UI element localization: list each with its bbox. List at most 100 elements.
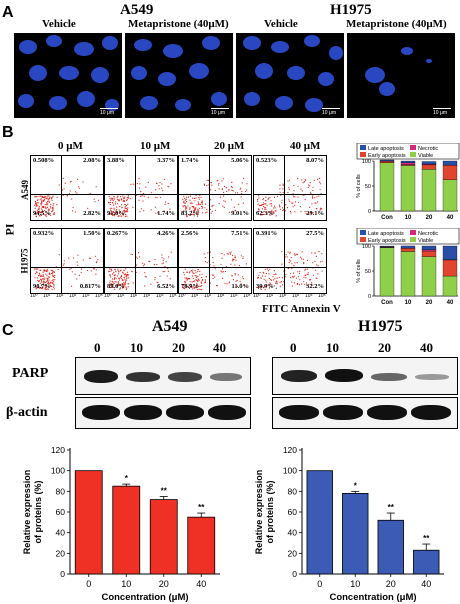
event-dot — [241, 190, 243, 193]
event-dot — [127, 195, 130, 197]
event-dot — [42, 196, 45, 199]
event-dot — [114, 274, 116, 276]
event-dot — [200, 205, 203, 208]
lane-h1975-0: 0 — [290, 340, 297, 355]
event-dot — [109, 270, 111, 273]
event-dot — [186, 215, 188, 217]
event-dot — [143, 210, 145, 212]
event-dot — [48, 283, 50, 285]
event-dot — [108, 202, 110, 204]
event-dot — [62, 177, 64, 179]
stack-segment-viable — [400, 165, 416, 212]
event-dot — [317, 178, 319, 180]
y-axis-label: % of cells — [356, 259, 362, 283]
event-dot — [142, 262, 144, 264]
event-dot — [311, 252, 313, 254]
bar — [74, 470, 103, 575]
event-dot — [187, 285, 189, 287]
band — [84, 370, 118, 383]
event-dot — [300, 256, 302, 258]
event-dot — [294, 204, 296, 206]
event-dot — [47, 198, 49, 200]
event-dot — [159, 181, 161, 184]
event-dot — [188, 287, 191, 289]
event-dot — [290, 260, 292, 262]
event-dot — [218, 188, 220, 190]
event-dot — [234, 274, 236, 276]
event-dot — [40, 200, 43, 202]
quadrant-percent: 0.817% — [79, 283, 101, 290]
event-dot — [189, 278, 191, 280]
event-dot — [77, 264, 79, 266]
event-dot — [136, 264, 138, 266]
event-dot — [115, 278, 117, 280]
event-dot — [185, 198, 187, 200]
event-dot — [301, 179, 303, 181]
event-dot — [204, 203, 207, 205]
event-dot — [46, 202, 48, 204]
event-dot — [119, 284, 121, 286]
event-dot — [37, 209, 39, 211]
event-dot — [293, 184, 295, 187]
event-dot — [124, 212, 126, 214]
event-dot — [166, 285, 168, 287]
y-tick-label: 50 — [365, 269, 371, 275]
scatter-dots — [108, 178, 172, 218]
y-tick-label: 60 — [56, 507, 66, 517]
legend-label: Viable — [418, 153, 433, 159]
y-tick-label: 50 — [365, 184, 371, 190]
event-dot — [95, 186, 97, 188]
event-dot — [275, 215, 277, 217]
event-dot — [212, 262, 214, 264]
event-dot — [198, 288, 200, 290]
event-dot — [41, 281, 43, 283]
event-dot — [44, 206, 46, 208]
legend-label: Necrotic — [418, 231, 438, 237]
event-dot — [96, 260, 98, 262]
event-dot — [194, 286, 196, 289]
event-dot — [123, 269, 125, 271]
event-dot — [108, 212, 110, 214]
event-dot — [167, 268, 169, 270]
event-dot — [235, 209, 237, 211]
event-dot — [305, 212, 307, 214]
event-dot — [291, 285, 293, 287]
gate-line-horizontal — [105, 267, 177, 268]
event-dot — [44, 284, 46, 287]
event-dot — [47, 281, 49, 283]
event-dot — [320, 207, 322, 209]
event-dot — [116, 198, 119, 200]
event-dot — [56, 196, 58, 198]
event-dot — [119, 288, 121, 290]
event-dot — [282, 192, 284, 194]
axis-tick-label: 10² — [204, 293, 212, 299]
event-dot — [195, 272, 197, 274]
event-dot — [289, 179, 291, 181]
event-dot — [130, 253, 132, 255]
event-dot — [258, 204, 260, 206]
event-dot — [275, 273, 277, 275]
event-dot — [193, 197, 195, 199]
event-dot — [109, 201, 112, 203]
event-dot — [162, 259, 164, 261]
event-dot — [279, 191, 281, 193]
event-dot — [291, 202, 293, 204]
event-dot — [265, 196, 267, 198]
event-dot — [224, 270, 227, 273]
y-axis-label: Relative expressionof proteins (%) — [22, 470, 43, 555]
event-dot — [109, 203, 111, 206]
event-dot — [38, 275, 40, 277]
event-dot — [93, 268, 95, 270]
event-dot — [287, 267, 289, 269]
event-dot — [294, 196, 296, 198]
event-dot — [303, 181, 305, 183]
stack-segment-viable — [379, 162, 395, 212]
x-tick-label: 40 — [196, 579, 206, 589]
event-dot — [304, 199, 306, 201]
event-dot — [225, 266, 228, 268]
event-dot — [51, 286, 53, 288]
event-dot — [144, 272, 146, 274]
event-dot — [49, 197, 51, 200]
event-dot — [138, 256, 140, 258]
event-dot — [160, 196, 162, 198]
